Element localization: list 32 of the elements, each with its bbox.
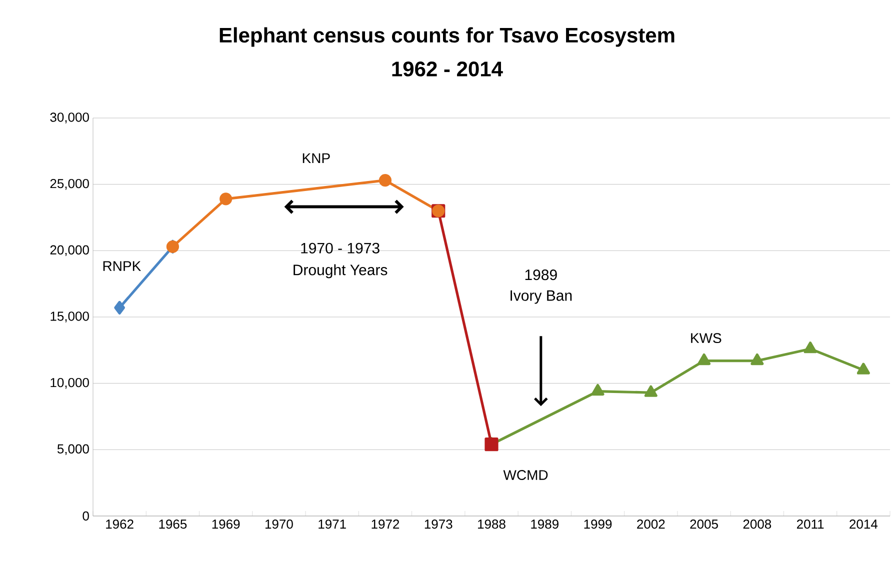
x-tick-label: 1973 (424, 520, 452, 529)
annotation: Ivory Ban (510, 290, 572, 304)
x-tick-label: 1988 (478, 520, 506, 529)
chart-title: Elephant census counts for Tsavo Ecosystem (220, 27, 674, 47)
x-tick-label: 2002 (637, 520, 665, 529)
x-tick-label: 1972 (372, 520, 400, 529)
annotation: 1970 - 1973 (301, 242, 380, 254)
x-tick-label: 1970 (265, 520, 293, 529)
x-tick-label: 1962 (106, 520, 134, 529)
series-label: KNP (302, 153, 330, 164)
x-tick-label: 2008 (743, 520, 772, 529)
x-tick-label: 1969 (212, 520, 240, 529)
x-tick-label: 1965 (159, 520, 187, 529)
x-tick-label: 1999 (584, 520, 612, 529)
y-tick-label: 5,000 (57, 444, 89, 456)
y-tick-label: 10,000 (50, 378, 89, 389)
y-tick-label: 20,000 (50, 245, 89, 256)
annotation: 1989 (525, 269, 557, 280)
x-tick-label: 2011 (796, 520, 824, 529)
y-tick-label: 0 (82, 511, 89, 521)
y-tick-label: 30,000 (50, 112, 89, 124)
x-tick-label: 1971 (318, 520, 346, 529)
y-tick-label: 25,000 (50, 178, 89, 190)
series-label: KWS (691, 333, 722, 344)
series-label: RNPK (103, 261, 141, 271)
chart-subtitle: 1962 - 2014 (392, 62, 503, 76)
x-tick-label: 1989 (531, 520, 558, 529)
y-tick-label: 15,000 (50, 312, 89, 322)
annotation: Drought Years (294, 264, 388, 278)
x-tick-label: 2005 (690, 520, 718, 529)
x-tick-label: 2014 (850, 520, 878, 529)
series-label: WCMD (503, 470, 548, 480)
